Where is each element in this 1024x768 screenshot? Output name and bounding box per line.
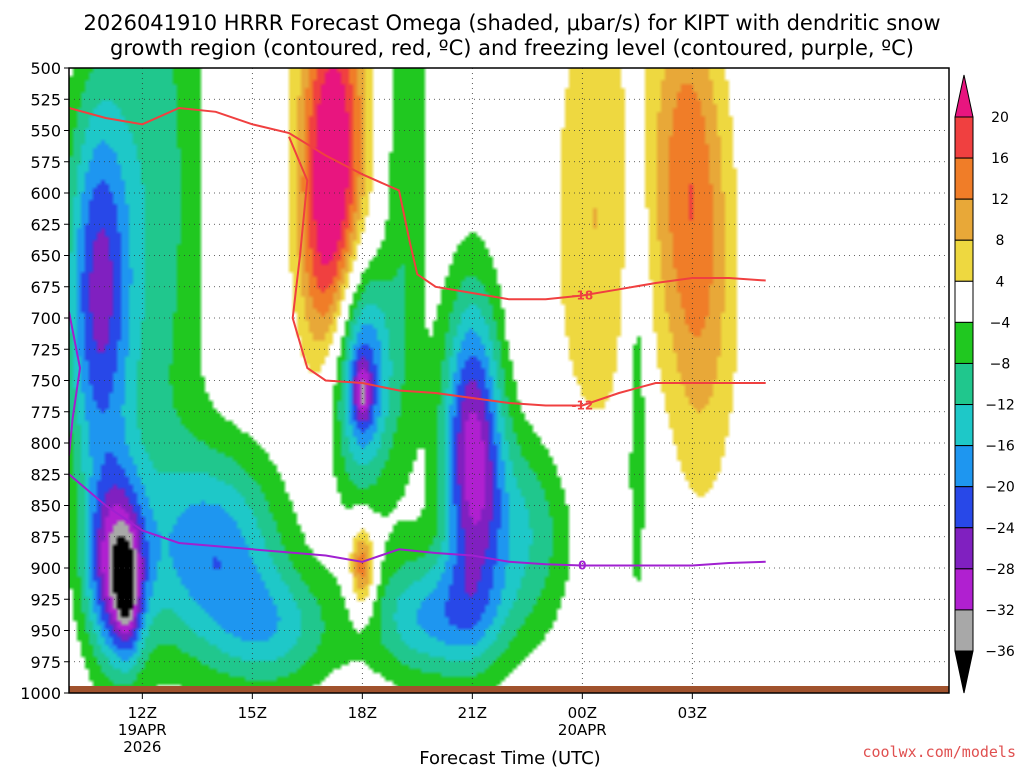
colorbar-label: −24 xyxy=(985,521,1015,537)
chart-title-line2: growth region (contoured, red, ºC) and f… xyxy=(110,36,914,60)
y-tick-label: 975 xyxy=(30,653,61,672)
colorbar-label: −28 xyxy=(985,562,1015,578)
colorbar-band xyxy=(954,568,974,611)
y-tick-label: 525 xyxy=(30,90,61,109)
colorbar-label: −12 xyxy=(985,398,1015,414)
x-tick-year: 2026 xyxy=(123,738,161,756)
colorbar-label: 20 xyxy=(991,110,1009,126)
colorbar-band xyxy=(954,362,974,406)
colorbar-band xyxy=(954,609,974,652)
colorbar-band xyxy=(954,445,974,488)
freezing-contour-line xyxy=(69,473,766,567)
x-axis-title: Forecast Time (UTC) xyxy=(419,748,600,768)
credit-text: coolwx.com/models xyxy=(862,743,1016,761)
y-tick-label: 775 xyxy=(30,403,61,422)
x-tick-date: 20APR xyxy=(558,721,607,739)
y-tick-label: 925 xyxy=(30,590,61,609)
colorbar-label: −36 xyxy=(985,644,1015,660)
colorbar-label: 16 xyxy=(991,151,1009,167)
grid-lines xyxy=(69,68,949,693)
colorbar-bottom-arrow xyxy=(954,650,974,694)
y-tick-label: 675 xyxy=(30,278,61,297)
x-tick-label: 18Z xyxy=(348,704,377,722)
colorbar-label: 12 xyxy=(991,192,1009,208)
colorbar-label: 8 xyxy=(996,233,1005,249)
y-tick-label: 650 xyxy=(30,247,61,266)
colorbar-label: −16 xyxy=(985,439,1015,455)
colorbar-band xyxy=(954,280,974,323)
y-tick-label: 700 xyxy=(30,309,61,328)
terrain-ground xyxy=(69,686,949,693)
colorbar-band xyxy=(954,157,974,200)
colorbar-band xyxy=(954,321,974,364)
y-tick-label: 1000 xyxy=(20,684,61,703)
y-tick-label: 900 xyxy=(30,559,61,578)
x-tick-date: 19APR xyxy=(118,721,167,739)
y-tick-label: 800 xyxy=(30,434,61,453)
colorbar-band xyxy=(954,116,974,159)
y-tick-label: 625 xyxy=(30,215,61,234)
x-tick-label: 03Z xyxy=(678,704,707,722)
y-tick-label: 950 xyxy=(30,622,61,641)
dendritic-contour-label: -18 xyxy=(571,289,593,303)
colorbar-label: −4 xyxy=(990,315,1011,331)
colorbar-band xyxy=(954,486,974,529)
y-tick-label: 750 xyxy=(30,372,61,391)
colorbar-band xyxy=(954,239,974,282)
x-tick-label: 15Z xyxy=(238,704,267,722)
y-tick-label: 725 xyxy=(30,340,61,359)
contour-lines: -18 -12 0 xyxy=(69,106,766,573)
colorbar-label: −32 xyxy=(985,603,1015,619)
colorbar: 20 16 12 8 4 −4 −8 −12 −16 −20 −24 −28 −32 −36 xyxy=(954,74,1015,694)
dendritic-contour-line xyxy=(288,136,766,407)
y-tick-label: 600 xyxy=(30,184,61,203)
freezing-contour-line xyxy=(69,311,82,456)
chart-title-line1: 2026041910 HRRR Forecast Omega (shaded, … xyxy=(84,11,941,35)
colorbar-band xyxy=(954,527,974,570)
dendritic-contour-label: -12 xyxy=(571,399,593,413)
y-tick-label: 875 xyxy=(30,528,61,547)
x-tick-label: 00Z xyxy=(568,704,597,722)
y-tick-label: 550 xyxy=(30,122,61,141)
colorbar-label: −20 xyxy=(985,480,1015,496)
colorbar-label: −8 xyxy=(990,356,1011,372)
x-tick-label: 21Z xyxy=(458,704,487,722)
colorbar-top-arrow xyxy=(954,74,974,118)
y-tick-label: 850 xyxy=(30,497,61,516)
colorbar-band xyxy=(954,404,974,447)
plot-area: -18 -12 0 xyxy=(69,68,949,693)
colorbar-label: 4 xyxy=(996,274,1005,290)
y-tick-label: 575 xyxy=(30,153,61,172)
freezing-contour-label: 0 xyxy=(578,559,586,573)
y-tick-label: 825 xyxy=(30,465,61,484)
colorbar-band xyxy=(954,198,974,241)
x-tick-label: 12Z xyxy=(128,704,157,722)
dendritic-contour-line xyxy=(69,106,766,301)
y-axis: 500 525 550 575 600 625 650 675 700 725 750 775 800 8… xyxy=(20,59,69,703)
y-tick-label: 500 xyxy=(30,59,61,78)
